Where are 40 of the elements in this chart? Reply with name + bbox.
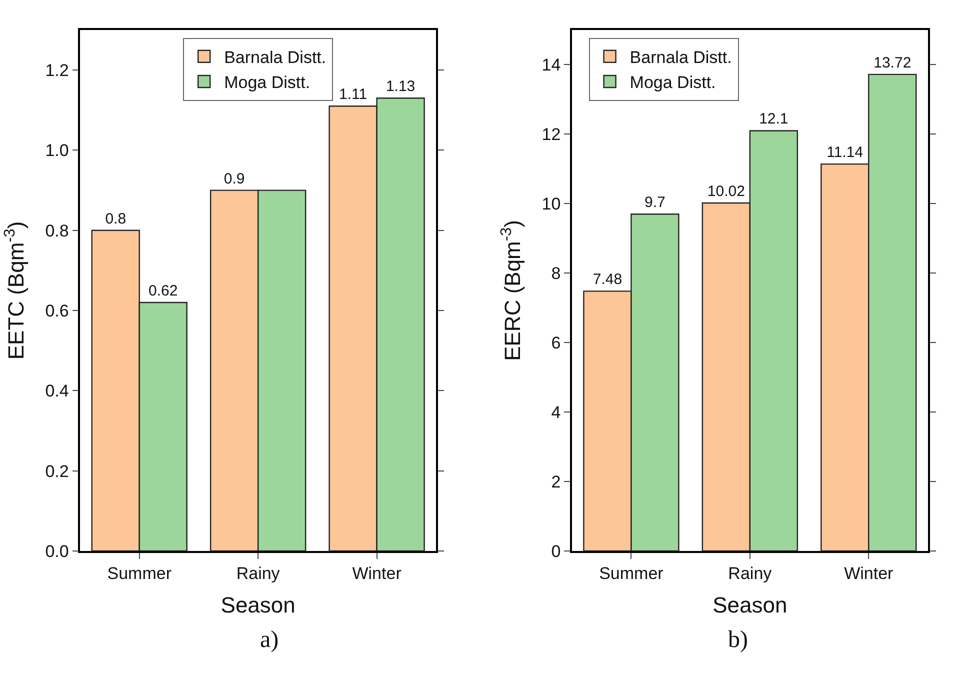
data-label: 0.8: [105, 210, 126, 228]
text: a): [260, 627, 279, 653]
y-tick-label: 12: [542, 125, 561, 144]
legend-label: Barnala Distt.: [224, 48, 326, 67]
text: b): [728, 627, 748, 653]
y-tick-label: 1.2: [45, 61, 69, 80]
y-tick-label: 0.0: [45, 542, 69, 561]
data-label: 7.48: [592, 271, 622, 288]
x-axis-title: Season: [712, 592, 788, 618]
data-label: 0.62: [148, 282, 178, 300]
data-label: 10.02: [707, 182, 745, 200]
y-tick-label: 8: [551, 264, 561, 284]
x-tick-label: Winter: [352, 564, 402, 584]
y-tick-label: 0.2: [45, 462, 69, 481]
legend-label: Moga Distt.: [630, 73, 716, 92]
x-tick-label: Rainy: [728, 564, 772, 584]
y-tick-label: 14: [542, 56, 561, 75]
y-tick-label: 6: [551, 334, 561, 353]
y-tick-label: 10: [542, 194, 561, 214]
data-label: 13.72: [874, 54, 912, 72]
y-tick-label: 4: [551, 403, 561, 422]
x-tick-label: Rainy: [236, 564, 280, 584]
y-tick-label: 1.0: [45, 141, 69, 160]
data-label: 1.13: [386, 78, 416, 96]
y-tick-label: 0: [551, 542, 561, 561]
data-label: 1.11: [339, 86, 368, 104]
data-label: 9.7: [644, 194, 666, 212]
x-tick-label: Summer: [107, 564, 172, 584]
legend-label: Moga Distt.: [224, 73, 310, 92]
data-label: 0.9: [224, 170, 245, 188]
x-axis-title: Season: [220, 592, 296, 618]
y-tick-label: 0.6: [45, 301, 69, 320]
x-tick-label: Summer: [599, 564, 664, 584]
y-tick-label: 0.8: [45, 221, 69, 240]
y-tick-label: 2: [551, 472, 561, 492]
data-label: 12.1: [759, 110, 788, 128]
y-tick-label: 0.4: [45, 382, 69, 401]
x-tick-label: Winter: [844, 564, 894, 584]
legend-label: Barnala Distt.: [630, 48, 732, 67]
data-label: 11.14: [826, 144, 864, 162]
